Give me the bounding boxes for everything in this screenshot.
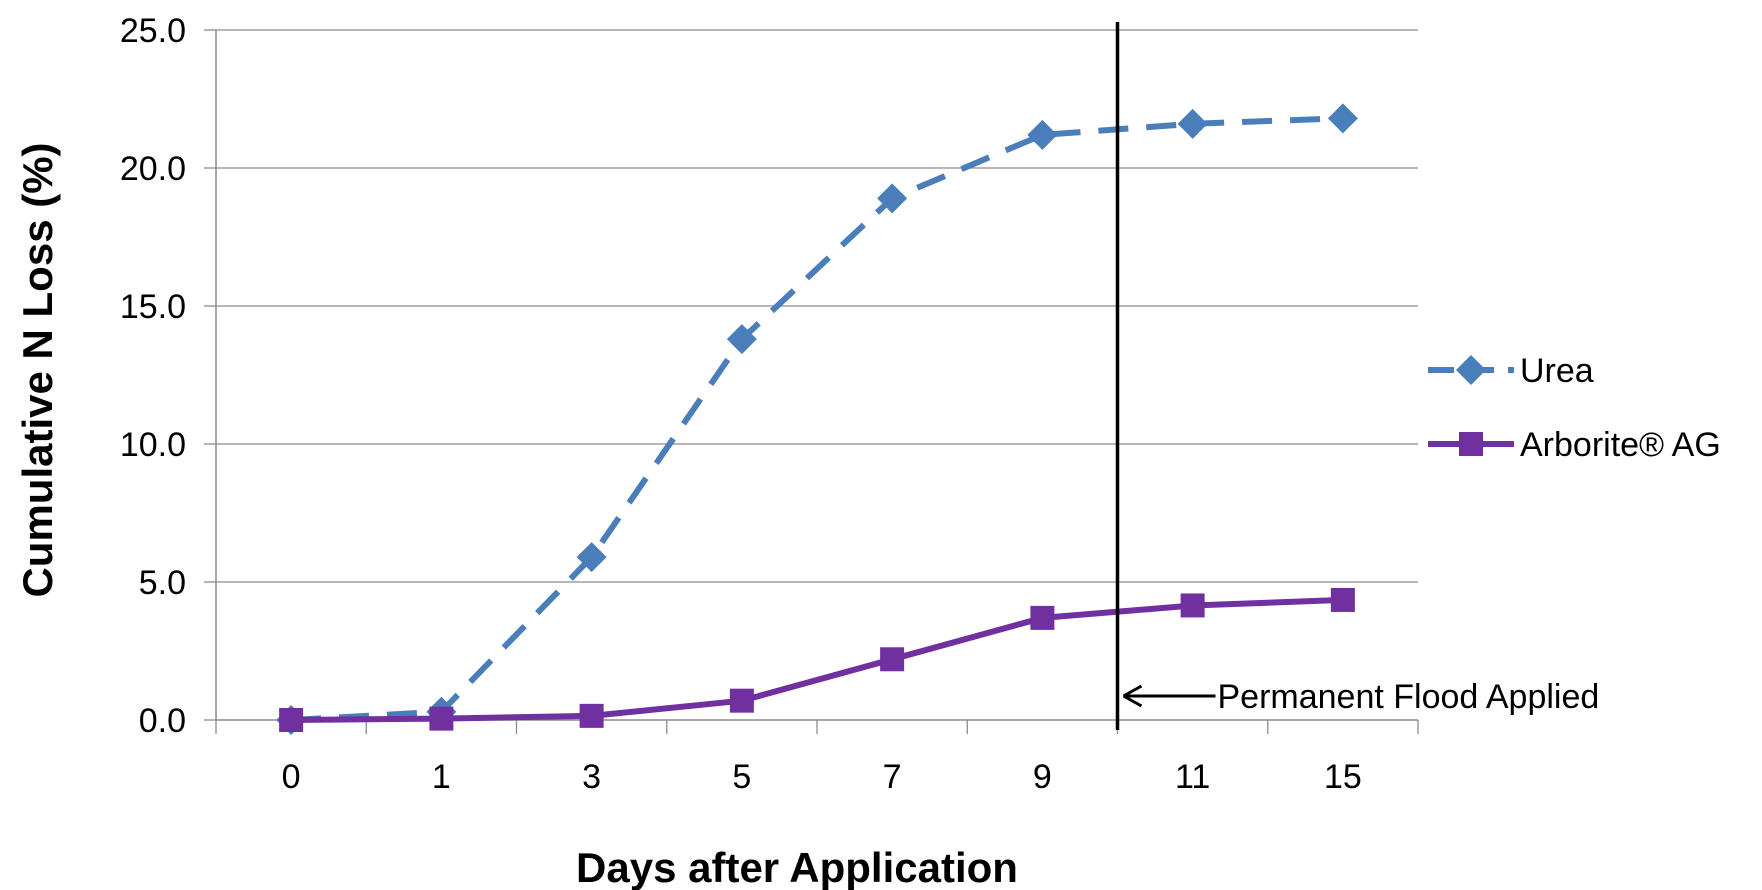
x-tick-label: 0 — [282, 758, 301, 796]
y-tick-label: 25.0 — [120, 12, 186, 50]
x-tick-label: 15 — [1324, 758, 1362, 796]
data-point-square — [1030, 605, 1055, 630]
data-point-square — [1180, 593, 1205, 618]
data-point-diamond — [877, 183, 908, 214]
series-group — [276, 103, 1358, 735]
data-point-square — [429, 706, 454, 731]
flood-annotation-text: Permanent Flood Applied — [1218, 678, 1600, 716]
y-tick-label: 10.0 — [120, 426, 186, 464]
x-tick-label: 1 — [432, 758, 451, 796]
legend: Urea Arborite® AG — [1428, 352, 1721, 464]
y-axis-title: Cumulative N Loss (%) — [14, 142, 61, 597]
x-tick-labels: 0 1 3 5 7 9 11 15 — [282, 758, 1362, 796]
x-tick-label: 9 — [1033, 758, 1052, 796]
data-point-square — [279, 708, 304, 732]
x-tick-label: 11 — [1175, 758, 1210, 796]
y-tick-label: 20.0 — [120, 150, 186, 188]
y-tick-label: 5.0 — [139, 564, 186, 602]
y-tick-label: 0.0 — [139, 702, 186, 740]
data-point-square — [1330, 587, 1355, 612]
series-line-urea — [290, 115, 1344, 723]
y-tick-labels: 0.0 5.0 10.0 15.0 20.0 25.0 — [120, 12, 186, 740]
data-point-square — [579, 703, 604, 728]
x-tick-label: 7 — [883, 758, 902, 796]
data-point-diamond — [1177, 108, 1208, 139]
flood-annotation: Permanent Flood Applied — [1115, 22, 1600, 730]
data-point-square — [729, 688, 754, 713]
legend-label-arborite: Arborite® AG — [1520, 426, 1721, 464]
series-line-arborite — [291, 596, 1344, 723]
flood-arrow-head — [1122, 684, 1143, 708]
axes — [204, 29, 1419, 734]
legend-marker-square — [1459, 432, 1483, 456]
data-point-diamond — [726, 324, 757, 355]
data-point-diamond — [1027, 119, 1058, 150]
y-tick-label: 15.0 — [120, 288, 186, 326]
x-tick-label: 3 — [582, 758, 601, 796]
x-tick-label: 5 — [732, 758, 751, 796]
legend-marker-diamond — [1456, 355, 1486, 385]
x-axis-title: Days after Application — [576, 844, 1018, 890]
data-point-diamond — [1327, 103, 1358, 134]
data-point-square — [880, 647, 905, 672]
legend-label-urea: Urea — [1520, 352, 1594, 390]
gridlines — [216, 29, 1418, 583]
data-point-diamond — [576, 542, 607, 573]
